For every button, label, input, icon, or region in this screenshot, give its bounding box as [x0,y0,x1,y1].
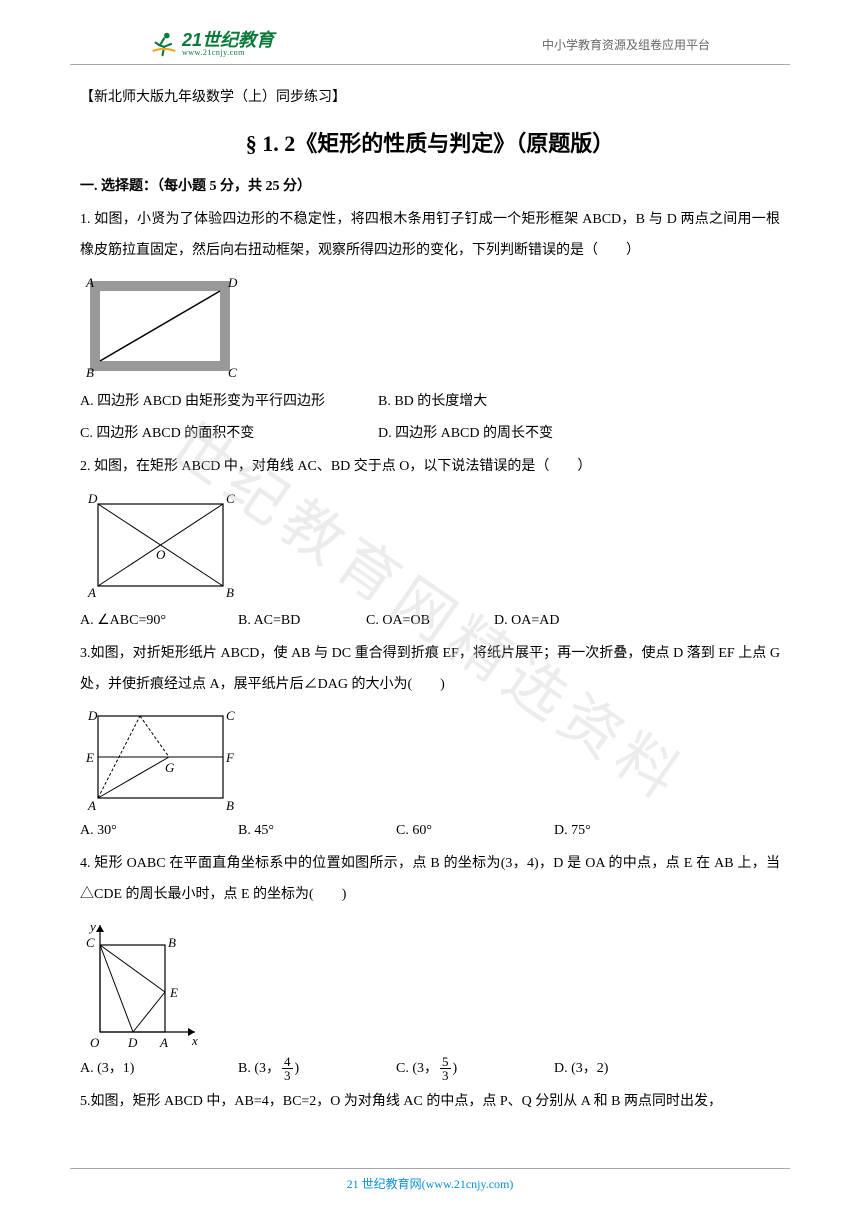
q2-option-d: D. OA=AD [494,606,559,637]
q1-figure: A D B C [80,273,780,385]
q2-option-a: A. ∠ABC=90° [80,606,210,637]
q4-c-num: 5 [440,1055,451,1069]
question-1-text: 1. 如图，小贤为了体验四边形的不稳定性，将四根木条用钉子钉成一个矩形框架 AB… [80,205,780,267]
q1-options-2: C. 四边形 ABCD 的面积不变 D. 四边形 ABCD 的周长不变 [80,419,780,450]
page-header: 21世纪教育 www.21cnjy.com 中小学教育资源及组卷应用平台 [70,0,790,65]
q1-option-c: C. 四边形 ABCD 的面积不变 [80,419,350,450]
q3-figure: D C E F A B G [80,706,780,814]
svg-text:B: B [168,935,176,950]
question-5-text: 5.如图，矩形 ABCD 中，AB=4，BC=2，O 为对角线 AC 的中点，点… [80,1087,780,1118]
svg-text:G: G [165,760,175,775]
svg-text:C: C [228,365,237,380]
fraction-icon: 53 [440,1055,451,1082]
svg-text:C: C [226,491,235,506]
q4-c-post: ) [453,1061,458,1076]
svg-text:E: E [169,985,178,1000]
header-right-text: 中小学教育资源及组卷应用平台 [542,36,710,53]
q4-option-a: A. (3，1) [80,1054,210,1085]
worksheet-title: § 1. 2《矩形的性质与判定》（原题版） [80,120,780,168]
svg-text:D: D [87,708,98,723]
svg-text:C: C [86,935,95,950]
section-heading: 一. 选择题：（每小题 5 分，共 25 分） [80,172,780,203]
question-5: 5.如图，矩形 ABCD 中，AB=4，BC=2，O 为对角线 AC 的中点，点… [80,1087,780,1118]
q4-b-num: 4 [282,1055,293,1069]
q3-option-c: C. 60° [396,816,526,847]
question-3-text: 3.如图，对折矩形纸片 ABCD，使 AB 与 DC 重合得到折痕 EF，将纸片… [80,639,780,701]
logo: 21世纪教育 www.21cnjy.com [150,30,274,58]
svg-text:F: F [225,750,235,765]
q1-options: A. 四边形 ABCD 由矩形变为平行四边形 B. BD 的长度增大 [80,387,780,418]
svg-text:A: A [85,275,94,290]
q2-figure: D C A B O [80,489,780,604]
runner-icon [150,30,178,58]
q1-option-b: B. BD 的长度增大 [378,387,487,418]
q4-b-den: 3 [282,1069,293,1082]
svg-text:D: D [127,1035,138,1050]
svg-text:A: A [159,1035,168,1050]
svg-text:C: C [226,708,235,723]
q4-b-post: ) [295,1061,300,1076]
svg-text:O: O [156,547,166,562]
q3-option-a: A. 30° [80,816,210,847]
q2-options: A. ∠ABC=90° B. AC=BD C. OA=OB D. OA=AD [80,606,780,637]
q4-c-den: 3 [440,1069,451,1082]
q3-option-d: D. 75° [554,816,591,847]
footer-site: (www.21cnjy.com) [422,1177,514,1191]
q1-option-d: D. 四边形 ABCD 的周长不变 [378,419,553,450]
svg-text:B: B [86,365,94,380]
svg-text:B: B [226,585,234,600]
page-footer: 21 世纪教育网(www.21cnjy.com) [70,1168,790,1192]
logo-sub-text: www.21cnjy.com [182,49,274,57]
svg-text:D: D [227,275,238,290]
question-3: 3.如图，对折矩形纸片 ABCD，使 AB 与 DC 重合得到折痕 EF，将纸片… [80,639,780,847]
question-4-text: 4. 矩形 OABC 在平面直角坐标系中的位置如图所示，点 B 的坐标为(3，4… [80,849,780,911]
question-2-text: 2. 如图，在矩形 ABCD 中，对角线 AC、BD 交于点 O，以下说法错误的… [80,452,780,483]
q2-option-c: C. OA=OB [366,606,466,637]
q3-options: A. 30° B. 45° C. 60° D. 75° [80,816,780,847]
q4-b-pre: B. (3， [238,1061,280,1076]
question-1: 1. 如图，小贤为了体验四边形的不稳定性，将四根木条用钉子钉成一个矩形框架 AB… [80,205,780,450]
logo-main-text: 21世纪教育 [182,31,274,49]
svg-text:E: E [85,750,94,765]
q1-option-a: A. 四边形 ABCD 由矩形变为平行四边形 [80,387,350,418]
q4-c-pre: C. (3， [396,1061,438,1076]
question-2: 2. 如图，在矩形 ABCD 中，对角线 AC、BD 交于点 O，以下说法错误的… [80,452,780,637]
q2-option-b: B. AC=BD [238,606,338,637]
q4-option-c: C. (3，53) [396,1054,526,1085]
q1-stem: 1. 如图，小贤为了体验四边形的不稳定性，将四根木条用钉子钉成一个矩形框架 AB… [80,212,780,258]
svg-text:A: A [87,798,96,813]
svg-text:B: B [226,798,234,813]
question-4: 4. 矩形 OABC 在平面直角坐标系中的位置如图所示，点 B 的坐标为(3，4… [80,849,780,1084]
q4-option-d: D. (3，2) [554,1054,608,1085]
fraction-icon: 43 [282,1055,293,1082]
footer-brand: 21 世纪教育网 [347,1177,422,1191]
svg-text:x: x [191,1033,198,1048]
svg-text:O: O [90,1035,100,1050]
svg-text:A: A [87,585,96,600]
q4-figure: O D A x C B E y [80,917,780,1052]
svg-text:y: y [88,919,96,934]
q4-option-b: B. (3，43) [238,1054,368,1085]
q4-options: A. (3，1) B. (3，43) C. (3，53) D. (3，2) [80,1054,780,1085]
svg-text:D: D [87,491,98,506]
page-content: 【新北师大版九年级数学（上）同步练习】 § 1. 2《矩形的性质与判定》（原题版… [0,65,860,1117]
worksheet-subtitle: 【新北师大版九年级数学（上）同步练习】 [80,83,780,114]
q3-option-b: B. 45° [238,816,368,847]
